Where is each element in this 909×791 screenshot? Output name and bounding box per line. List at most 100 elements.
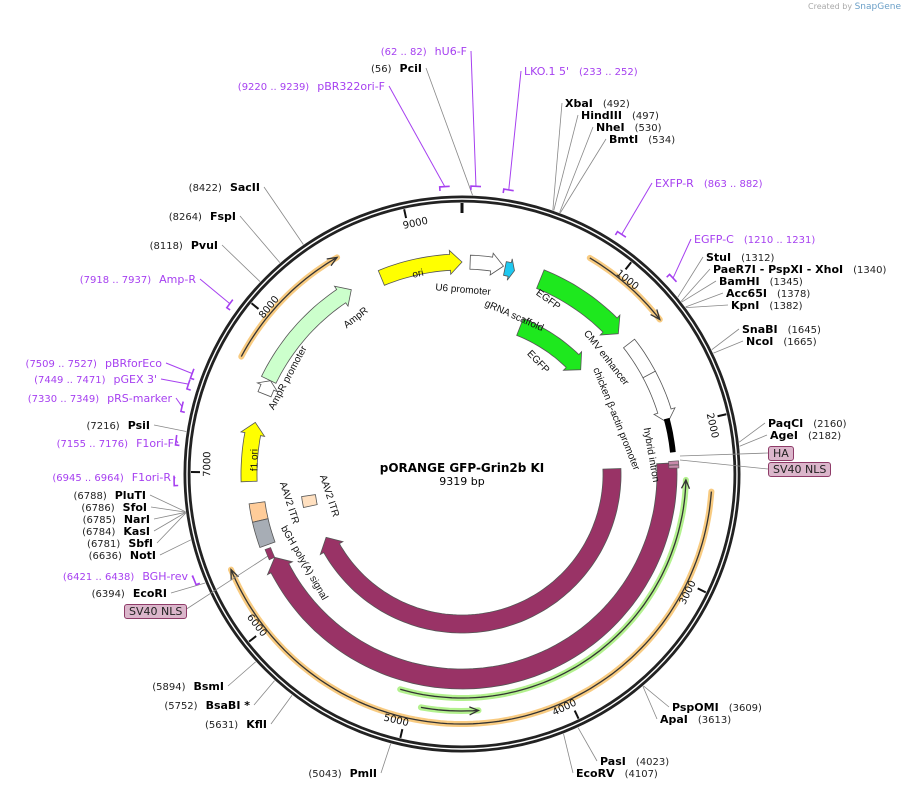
site-label[interactable]: (6781) SbfI [87, 537, 153, 550]
primer-binding-mark[interactable] [470, 185, 482, 191]
orf-line[interactable] [589, 257, 661, 320]
site-label[interactable]: (6784) KasI [82, 525, 150, 538]
site-label[interactable]: (6788) PluTI [73, 489, 146, 502]
site-label[interactable]: (6786) SfoI [81, 501, 147, 514]
site-label[interactable]: ApaI (3613) [660, 713, 731, 726]
feature-tag-sv40-nls[interactable]: SV40 NLS [768, 462, 832, 477]
site-label[interactable]: (56) PciI [371, 62, 422, 75]
feature-aav2-itr[interactable] [301, 494, 318, 508]
primer-label[interactable]: (6945 .. 6964) F1ori-R [52, 471, 171, 484]
site-label[interactable]: NheI (530) [596, 121, 662, 134]
site-label[interactable]: PasI (4023) [600, 755, 669, 768]
primer-label[interactable]: (7449 .. 7471) pGEX 3' [34, 373, 157, 386]
site-label[interactable]: PaeR7I - PspXI - XhoI (1340) [713, 263, 887, 276]
site-label[interactable]: (5894) BsmI [152, 680, 224, 693]
site-label[interactable]: (6636) NotI [89, 549, 156, 562]
primer-label[interactable]: (6421 .. 6438) BGH-rev [63, 570, 189, 583]
feature-hybrid-intron[interactable] [663, 417, 676, 453]
site-label[interactable]: (6394) EcoRI [92, 587, 167, 600]
primer-binding-mark[interactable] [225, 299, 234, 311]
feature-cas9[interactable] [319, 468, 622, 634]
primer-binding-mark[interactable] [502, 188, 514, 194]
site-label[interactable]: AgeI (2182) [770, 429, 841, 442]
site-label[interactable]: Acc65I (1378) [726, 287, 810, 300]
primer-label[interactable]: LKO.1 5' (233 .. 252) [524, 65, 638, 78]
primer-label[interactable]: (7509 .. 7527) pBRforEco [26, 357, 163, 370]
site-leader-line [253, 680, 275, 706]
plasmid-name: pORANGE GFP-Grin2b KI [380, 461, 545, 475]
site-label[interactable]: PspOMI (3609) [672, 701, 762, 714]
site-label[interactable]: BamHI (1345) [719, 275, 803, 288]
site-position: (6636) [89, 551, 122, 562]
primer-label[interactable]: (7155 .. 7176) F1ori-F [57, 437, 174, 450]
site-label[interactable]: (5752) BsaBI * [164, 699, 250, 712]
site-position: (1645) [788, 325, 821, 336]
orf-arrowhead [650, 309, 661, 321]
feature-cas9[interactable] [266, 462, 678, 690]
site-label[interactable]: (5631) KflI [205, 718, 267, 731]
orf-line[interactable] [240, 256, 338, 357]
orf-line[interactable] [230, 491, 713, 725]
primer-binding-mark[interactable] [185, 379, 191, 391]
feature-tag-box[interactable] [668, 464, 680, 469]
site-label[interactable]: (8422) SacII [189, 181, 260, 194]
site-leader-line [149, 494, 186, 513]
feature-tag-box[interactable] [668, 460, 680, 466]
site-label[interactable]: (8118) PvuI [150, 239, 218, 252]
primer-label[interactable]: EGFP-C (1210 .. 1231) [694, 233, 815, 246]
site-label[interactable]: SnaBI (1645) [742, 323, 821, 336]
primer-label[interactable]: (62 .. 82) hU6-F [381, 45, 467, 58]
feature-chicken-actin-promoter[interactable] [642, 370, 676, 424]
feature-tag-sv40-nls-left[interactable]: SV40 NLS [124, 604, 188, 619]
site-label[interactable]: (7216) PsiI [86, 419, 150, 432]
primer-binding-mark[interactable] [179, 401, 185, 414]
primer-binding-mark[interactable] [174, 434, 180, 447]
feature-bgh-poly-a-signal[interactable] [252, 518, 276, 549]
site-label[interactable]: StuI (1312) [706, 251, 774, 264]
site-label[interactable]: PaqCI (2160) [768, 417, 847, 430]
feature-grna-scaffold[interactable] [503, 258, 515, 281]
site-label[interactable]: KpnI (1382) [731, 299, 803, 312]
primer-label[interactable]: EXFP-R (863 .. 882) [655, 177, 763, 190]
primer-binding-mark[interactable] [189, 368, 195, 381]
feature-cmv-enhancer[interactable] [622, 338, 656, 379]
primer-position: (7449 .. 7471) [34, 375, 106, 386]
primer-name: pGEX 3' [113, 373, 157, 386]
feature-egfp[interactable] [536, 269, 621, 336]
site-label[interactable]: BmtI (534) [609, 133, 675, 146]
orf-arrowhead [326, 256, 339, 267]
feature-aav2-itr[interactable] [248, 501, 269, 523]
feature-ampr[interactable] [260, 285, 352, 384]
site-leader-line [150, 506, 186, 513]
feature-u6-promoter[interactable] [469, 252, 505, 276]
orf-line[interactable] [400, 479, 687, 699]
tick-mark [717, 413, 727, 418]
site-label[interactable]: XbaI (492) [565, 97, 630, 110]
primer-label[interactable]: (7330 .. 7349) pRS-marker [28, 392, 173, 405]
feature-ampr-promoter[interactable] [256, 380, 279, 398]
primer-binding-mark[interactable] [191, 575, 201, 586]
feature-f1-ori[interactable] [239, 421, 266, 483]
primer-label[interactable]: (7918 .. 7937) Amp-R [80, 273, 197, 286]
backbone-gap [186, 198, 738, 750]
primer-binding-mark[interactable] [438, 185, 450, 191]
site-label[interactable]: (5043) PmlI [308, 767, 377, 780]
site-name: SbfI [128, 537, 153, 550]
orf-line[interactable] [420, 706, 479, 712]
site-label[interactable]: (8264) FspI [169, 210, 236, 223]
site-label[interactable]: HindIII (497) [581, 109, 659, 122]
feature-sv40-nls-box[interactable] [264, 547, 276, 561]
site-name: PasI [600, 755, 626, 768]
feature-egfp[interactable] [516, 318, 583, 371]
created-by-text: Created by [808, 2, 853, 11]
primer-binding-mark[interactable] [173, 475, 179, 487]
primer-binding-mark[interactable] [614, 230, 627, 238]
primer-label[interactable]: (9220 .. 9239) pBR322ori-F [238, 80, 385, 93]
site-label[interactable]: NcoI (1665) [746, 335, 817, 348]
site-label[interactable]: EcoRV (4107) [576, 767, 658, 780]
site-label[interactable]: (6785) NarI [83, 513, 150, 526]
feature-tag-ha[interactable]: HA [768, 446, 794, 461]
feature-ori[interactable] [377, 249, 463, 286]
primer-binding-mark[interactable] [666, 273, 678, 283]
site-position: (4023) [636, 757, 669, 768]
